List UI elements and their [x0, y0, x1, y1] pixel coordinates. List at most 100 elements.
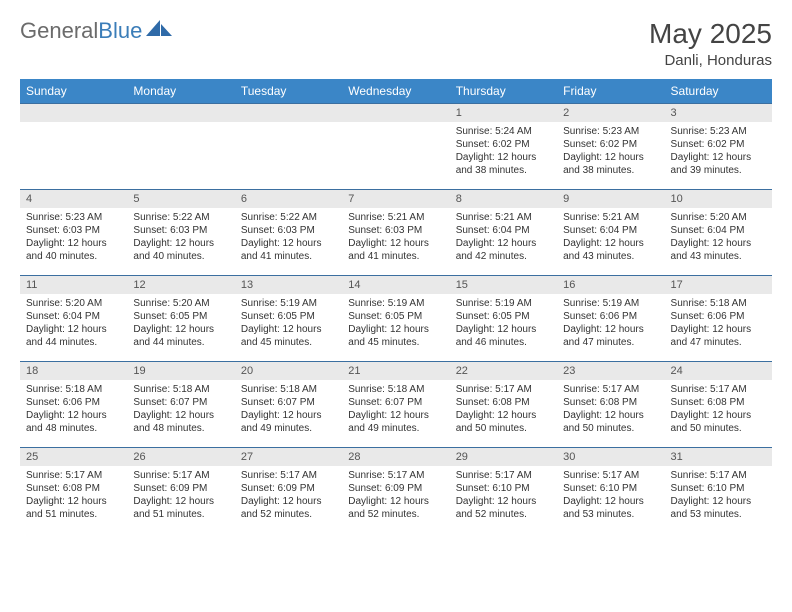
- day-detail-cell: Sunrise: 5:18 AMSunset: 6:07 PMDaylight:…: [342, 380, 449, 448]
- day-detail-cell: Sunrise: 5:23 AMSunset: 6:02 PMDaylight:…: [557, 122, 664, 190]
- daylight-line: Daylight: 12 hours and 53 minutes.: [563, 495, 658, 521]
- daylight-line: Daylight: 12 hours and 41 minutes.: [348, 237, 443, 263]
- day-number-cell: 21: [342, 362, 449, 381]
- day-number-cell: 29: [450, 448, 557, 467]
- sunset-line: Sunset: 6:08 PM: [671, 396, 766, 409]
- daylight-line: Daylight: 12 hours and 44 minutes.: [26, 323, 121, 349]
- brand-part2: Blue: [98, 18, 142, 44]
- day-detail-row: Sunrise: 5:24 AMSunset: 6:02 PM Daylight:…: [20, 122, 772, 190]
- sunset-line: Sunset: 6:09 PM: [241, 482, 336, 495]
- weekday-header: Sunday: [20, 79, 127, 104]
- daylight-line: Daylight: 12 hours and 46 minutes.: [456, 323, 551, 349]
- day-detail-cell: [127, 122, 234, 190]
- day-number-cell: 5: [127, 190, 234, 209]
- day-number-cell: 23: [557, 362, 664, 381]
- day-detail-cell: Sunrise: 5:23 AMSunset: 6:02 PMDaylight:…: [665, 122, 772, 190]
- day-detail-cell: [235, 122, 342, 190]
- sunset-line: Sunset: 6:05 PM: [348, 310, 443, 323]
- sunrise-line: Sunrise: 5:17 AM: [563, 469, 658, 482]
- daylight-line: Daylight: 12 hours and 52 minutes.: [348, 495, 443, 521]
- day-number-cell: 14: [342, 276, 449, 295]
- day-number-cell: [235, 104, 342, 123]
- daylight-line: Daylight: 12 hours and 40 minutes.: [26, 237, 121, 263]
- sunset-line: Sunset: 6:08 PM: [563, 396, 658, 409]
- sunset-line: Sunset: 6:04 PM: [671, 224, 766, 237]
- sunrise-line: Sunrise: 5:17 AM: [241, 469, 336, 482]
- day-number-cell: 25: [20, 448, 127, 467]
- sunset-line: Sunset: 6:03 PM: [26, 224, 121, 237]
- day-detail-cell: Sunrise: 5:17 AMSunset: 6:10 PMDaylight:…: [557, 466, 664, 533]
- day-detail-cell: Sunrise: 5:20 AMSunset: 6:04 PMDaylight:…: [665, 208, 772, 276]
- location: Danli, Honduras: [649, 52, 772, 69]
- daylight-line: Daylight: 12 hours and 48 minutes.: [26, 409, 121, 435]
- sunrise-line: Sunrise: 5:23 AM: [671, 125, 766, 138]
- day-detail-row: Sunrise: 5:18 AMSunset: 6:06 PMDaylight:…: [20, 380, 772, 448]
- day-detail-cell: Sunrise: 5:17 AMSunset: 6:10 PMDaylight:…: [450, 466, 557, 533]
- day-number-cell: [342, 104, 449, 123]
- daylight-line: Daylight: 12 hours and 43 minutes.: [563, 237, 658, 263]
- sunset-line: Sunset: 6:07 PM: [133, 396, 228, 409]
- sunrise-line: Sunrise: 5:18 AM: [241, 383, 336, 396]
- day-number-cell: 4: [20, 190, 127, 209]
- sunrise-line: Sunrise: 5:18 AM: [671, 297, 766, 310]
- weekday-header: Monday: [127, 79, 234, 104]
- sunrise-line: Sunrise: 5:19 AM: [348, 297, 443, 310]
- day-detail-cell: Sunrise: 5:17 AMSunset: 6:08 PMDaylight:…: [557, 380, 664, 448]
- sunset-line: Sunset: 6:03 PM: [348, 224, 443, 237]
- daylight-line: Daylight: 12 hours and 41 minutes.: [241, 237, 336, 263]
- day-number-cell: 2: [557, 104, 664, 123]
- day-number-cell: 1: [450, 104, 557, 123]
- day-number-cell: 31: [665, 448, 772, 467]
- brand-sail-icon: [146, 18, 172, 44]
- day-detail-cell: [20, 122, 127, 190]
- day-detail-cell: Sunrise: 5:20 AMSunset: 6:05 PMDaylight:…: [127, 294, 234, 362]
- daylight-line: Daylight: 12 hours and 44 minutes.: [133, 323, 228, 349]
- weekday-header: Tuesday: [235, 79, 342, 104]
- sunrise-line: Sunrise: 5:17 AM: [671, 383, 766, 396]
- day-number-cell: 26: [127, 448, 234, 467]
- sunrise-line: Sunrise: 5:17 AM: [133, 469, 228, 482]
- day-detail-cell: Sunrise: 5:18 AMSunset: 6:06 PMDaylight:…: [665, 294, 772, 362]
- day-detail-cell: Sunrise: 5:17 AMSunset: 6:10 PMDaylight:…: [665, 466, 772, 533]
- weekday-header-row: Sunday Monday Tuesday Wednesday Thursday…: [20, 79, 772, 104]
- sunset-line: Sunset: 6:10 PM: [456, 482, 551, 495]
- day-number-cell: 19: [127, 362, 234, 381]
- day-number-cell: 7: [342, 190, 449, 209]
- day-detail-cell: Sunrise: 5:21 AMSunset: 6:03 PMDaylight:…: [342, 208, 449, 276]
- sunset-line: Sunset: 6:04 PM: [563, 224, 658, 237]
- daylight-line: Daylight: 12 hours and 39 minutes.: [671, 151, 766, 177]
- sunrise-line: Sunrise: 5:23 AM: [563, 125, 658, 138]
- sunrise-line: Sunrise: 5:17 AM: [671, 469, 766, 482]
- sunset-line: Sunset: 6:06 PM: [671, 310, 766, 323]
- header: GeneralBlue May 2025 Danli, Honduras: [20, 18, 772, 69]
- day-number-cell: 16: [557, 276, 664, 295]
- day-detail-row: Sunrise: 5:17 AMSunset: 6:08 PMDaylight:…: [20, 466, 772, 533]
- sunrise-line: Sunrise: 5:21 AM: [563, 211, 658, 224]
- day-number-row: 18192021222324: [20, 362, 772, 381]
- weekday-header: Thursday: [450, 79, 557, 104]
- sunset-line: Sunset: 6:07 PM: [241, 396, 336, 409]
- sunrise-line: Sunrise: 5:17 AM: [348, 469, 443, 482]
- day-number-cell: [20, 104, 127, 123]
- day-number-cell: 6: [235, 190, 342, 209]
- day-number-cell: 17: [665, 276, 772, 295]
- day-detail-cell: Sunrise: 5:18 AMSunset: 6:07 PMDaylight:…: [127, 380, 234, 448]
- day-number-cell: 18: [20, 362, 127, 381]
- day-number-cell: 27: [235, 448, 342, 467]
- month-title: May 2025: [649, 18, 772, 50]
- sunrise-line: Sunrise: 5:21 AM: [348, 211, 443, 224]
- daylight-line: Daylight: 12 hours and 48 minutes.: [133, 409, 228, 435]
- day-detail-cell: Sunrise: 5:17 AMSunset: 6:09 PMDaylight:…: [127, 466, 234, 533]
- sunset-line: Sunset: 6:09 PM: [348, 482, 443, 495]
- sunrise-line: Sunrise: 5:24 AM: [456, 125, 551, 138]
- day-detail-cell: Sunrise: 5:17 AMSunset: 6:08 PMDaylight:…: [450, 380, 557, 448]
- sunset-line: Sunset: 6:04 PM: [456, 224, 551, 237]
- sunset-line: Sunset: 6:02 PM: [456, 138, 551, 151]
- daylight-line: Daylight: 12 hours and 50 minutes.: [563, 409, 658, 435]
- sunrise-line: Sunrise: 5:18 AM: [133, 383, 228, 396]
- day-number-row: 45678910: [20, 190, 772, 209]
- sunset-line: Sunset: 6:07 PM: [348, 396, 443, 409]
- day-detail-cell: Sunrise: 5:18 AMSunset: 6:07 PMDaylight:…: [235, 380, 342, 448]
- day-detail-cell: Sunrise: 5:19 AMSunset: 6:06 PMDaylight:…: [557, 294, 664, 362]
- day-number-cell: 24: [665, 362, 772, 381]
